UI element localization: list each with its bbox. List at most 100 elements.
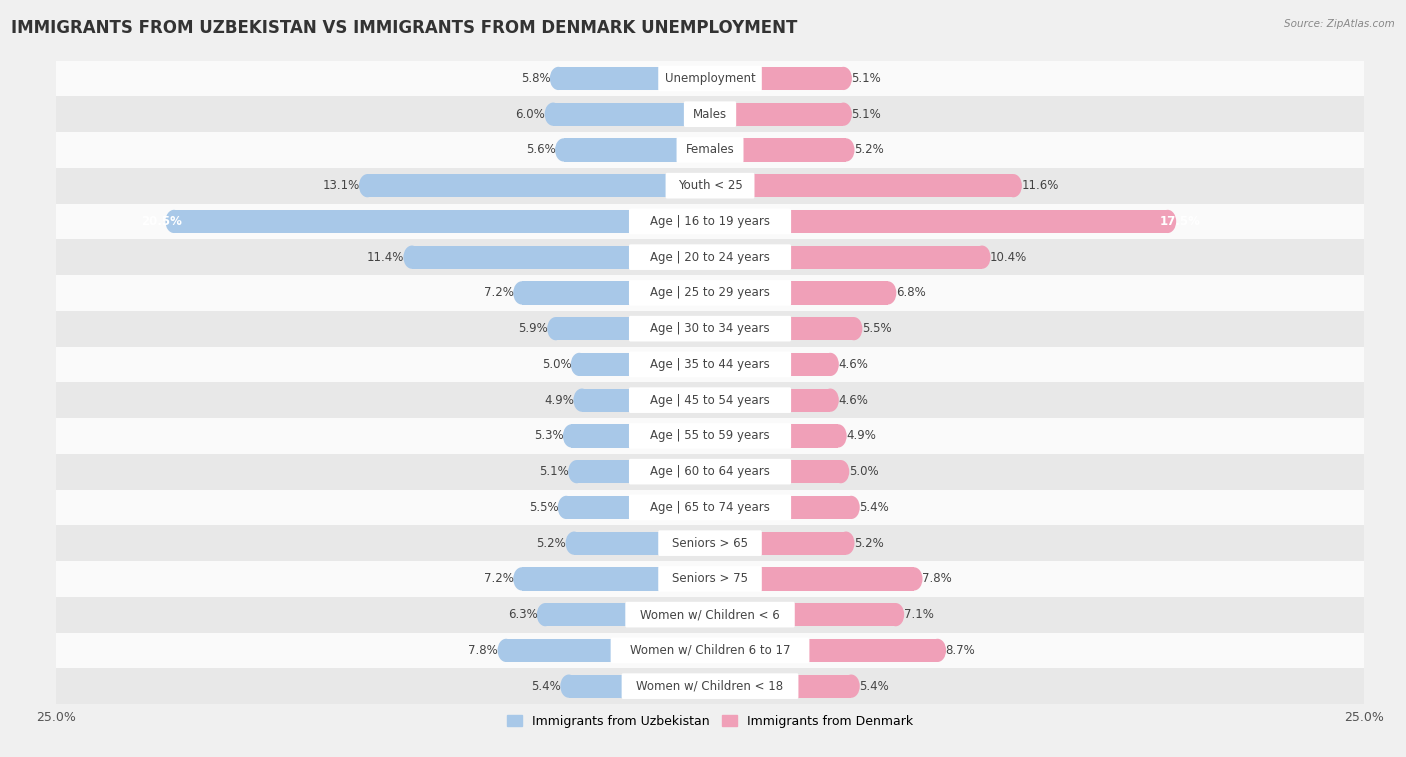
Bar bbox=[558, 67, 710, 90]
FancyBboxPatch shape bbox=[628, 459, 792, 484]
Text: 5.5%: 5.5% bbox=[529, 501, 558, 514]
FancyBboxPatch shape bbox=[628, 351, 792, 377]
Text: Unemployment: Unemployment bbox=[665, 72, 755, 85]
Circle shape bbox=[568, 460, 585, 483]
Bar bbox=[710, 531, 846, 555]
FancyBboxPatch shape bbox=[658, 531, 762, 556]
Bar bbox=[56, 668, 1364, 704]
Text: 11.4%: 11.4% bbox=[367, 251, 404, 263]
Text: Women w/ Children 6 to 17: Women w/ Children 6 to 17 bbox=[630, 644, 790, 657]
Circle shape bbox=[905, 567, 922, 590]
Text: 5.1%: 5.1% bbox=[851, 72, 882, 85]
Bar bbox=[710, 317, 853, 341]
Text: 11.6%: 11.6% bbox=[1021, 179, 1059, 192]
Circle shape bbox=[835, 102, 852, 126]
Text: IMMIGRANTS FROM UZBEKISTAN VS IMMIGRANTS FROM DENMARK UNEMPLOYMENT: IMMIGRANTS FROM UZBEKISTAN VS IMMIGRANTS… bbox=[11, 19, 797, 37]
Circle shape bbox=[574, 388, 591, 412]
Bar bbox=[710, 353, 831, 376]
Circle shape bbox=[830, 424, 846, 447]
Circle shape bbox=[550, 67, 567, 90]
Circle shape bbox=[404, 245, 420, 269]
Bar bbox=[564, 139, 710, 161]
Circle shape bbox=[1159, 210, 1177, 233]
Bar bbox=[56, 490, 1364, 525]
Legend: Immigrants from Uzbekistan, Immigrants from Denmark: Immigrants from Uzbekistan, Immigrants f… bbox=[502, 710, 918, 733]
FancyBboxPatch shape bbox=[628, 494, 792, 520]
Text: 5.9%: 5.9% bbox=[519, 322, 548, 335]
Bar bbox=[522, 567, 710, 590]
Circle shape bbox=[565, 531, 582, 555]
Text: 5.6%: 5.6% bbox=[526, 143, 555, 157]
Text: 5.4%: 5.4% bbox=[859, 680, 889, 693]
Circle shape bbox=[835, 67, 852, 90]
FancyBboxPatch shape bbox=[628, 209, 792, 234]
Text: 6.0%: 6.0% bbox=[516, 107, 546, 120]
Circle shape bbox=[359, 174, 375, 198]
Circle shape bbox=[823, 353, 839, 376]
Circle shape bbox=[887, 603, 904, 626]
FancyBboxPatch shape bbox=[658, 66, 762, 92]
Bar bbox=[576, 460, 710, 483]
FancyBboxPatch shape bbox=[626, 602, 794, 628]
Bar bbox=[710, 174, 1014, 198]
Text: Seniors > 75: Seniors > 75 bbox=[672, 572, 748, 585]
Bar bbox=[56, 633, 1364, 668]
Bar bbox=[56, 275, 1364, 311]
Text: 17.5%: 17.5% bbox=[1160, 215, 1201, 228]
Bar bbox=[582, 388, 710, 412]
Text: 7.8%: 7.8% bbox=[922, 572, 952, 585]
Text: Age | 30 to 34 years: Age | 30 to 34 years bbox=[650, 322, 770, 335]
Text: 4.9%: 4.9% bbox=[846, 429, 876, 442]
Text: 8.7%: 8.7% bbox=[945, 644, 976, 657]
Bar bbox=[710, 674, 851, 698]
Text: 4.6%: 4.6% bbox=[838, 394, 868, 407]
Text: Youth < 25: Youth < 25 bbox=[678, 179, 742, 192]
Text: Seniors > 65: Seniors > 65 bbox=[672, 537, 748, 550]
Bar bbox=[56, 61, 1364, 96]
Bar bbox=[174, 210, 710, 233]
Text: Age | 16 to 19 years: Age | 16 to 19 years bbox=[650, 215, 770, 228]
Bar bbox=[56, 311, 1364, 347]
Bar bbox=[56, 525, 1364, 561]
Bar bbox=[710, 424, 838, 447]
Text: 5.4%: 5.4% bbox=[531, 680, 561, 693]
FancyBboxPatch shape bbox=[621, 673, 799, 699]
Bar bbox=[56, 418, 1364, 453]
Text: 5.2%: 5.2% bbox=[853, 143, 883, 157]
Circle shape bbox=[562, 424, 579, 447]
Bar bbox=[56, 382, 1364, 418]
Text: Age | 25 to 29 years: Age | 25 to 29 years bbox=[650, 286, 770, 300]
Text: 7.8%: 7.8% bbox=[468, 644, 498, 657]
Text: 7.1%: 7.1% bbox=[904, 608, 934, 621]
Text: 5.2%: 5.2% bbox=[853, 537, 883, 550]
Text: 20.5%: 20.5% bbox=[141, 215, 181, 228]
Text: 5.3%: 5.3% bbox=[534, 429, 564, 442]
Text: 6.3%: 6.3% bbox=[508, 608, 537, 621]
Text: Age | 35 to 44 years: Age | 35 to 44 years bbox=[650, 358, 770, 371]
Text: 5.2%: 5.2% bbox=[537, 537, 567, 550]
Circle shape bbox=[838, 139, 855, 161]
Bar bbox=[710, 67, 844, 90]
Bar bbox=[710, 567, 914, 590]
Circle shape bbox=[561, 674, 578, 698]
Bar bbox=[553, 102, 710, 126]
Text: Age | 45 to 54 years: Age | 45 to 54 years bbox=[650, 394, 770, 407]
Bar bbox=[56, 239, 1364, 275]
Bar bbox=[367, 174, 710, 198]
Circle shape bbox=[823, 388, 839, 412]
Circle shape bbox=[929, 639, 946, 662]
Bar bbox=[56, 561, 1364, 597]
Text: 5.4%: 5.4% bbox=[859, 501, 889, 514]
Text: Age | 65 to 74 years: Age | 65 to 74 years bbox=[650, 501, 770, 514]
Bar bbox=[567, 496, 710, 519]
Text: Age | 55 to 59 years: Age | 55 to 59 years bbox=[650, 429, 770, 442]
Bar bbox=[56, 204, 1364, 239]
FancyBboxPatch shape bbox=[665, 173, 755, 198]
FancyBboxPatch shape bbox=[676, 137, 744, 163]
Bar bbox=[571, 424, 710, 447]
Bar bbox=[710, 496, 851, 519]
FancyBboxPatch shape bbox=[628, 280, 792, 306]
Text: 5.1%: 5.1% bbox=[851, 107, 882, 120]
Bar bbox=[56, 168, 1364, 204]
Text: 4.9%: 4.9% bbox=[544, 394, 574, 407]
